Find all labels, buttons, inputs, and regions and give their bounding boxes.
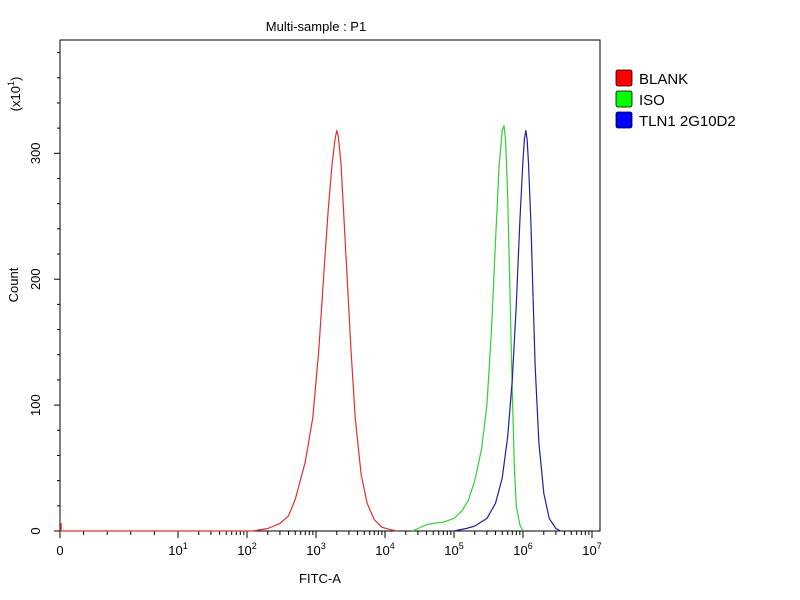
x-axis-ticks: 0 101 102 103 104 105 106 107 (56, 531, 602, 558)
x-tick-label: 104 (375, 541, 394, 558)
x-axis-label: FITC-A (299, 571, 341, 586)
x-tick-label: 101 (168, 541, 187, 558)
x-tick-label: 105 (444, 541, 463, 558)
series-line-tln1-2g10d2 (453, 130, 561, 532)
y-axis-label: Count (6, 267, 21, 302)
x-tick-label: 0 (56, 543, 63, 558)
legend: BLANK ISO TLN1 2G10D2 (615, 69, 736, 130)
plot-area-frame (59, 39, 601, 532)
legend-swatch (615, 111, 633, 129)
legend-swatch (615, 90, 633, 108)
series-line-blank (60, 130, 398, 532)
y-tick-label: 0 (28, 527, 43, 534)
x-tick-label: 107 (582, 541, 601, 558)
legend-label: TLN1 2G10D2 (639, 113, 736, 130)
x-tick-label: 103 (306, 541, 325, 558)
histogram-series (60, 124, 561, 532)
series-line-iso (412, 124, 524, 532)
y-multiplier-label: (x101) (6, 77, 23, 112)
x-tick-label: 106 (513, 541, 532, 558)
legend-label: ISO (639, 92, 665, 109)
y-tick-label: 100 (28, 394, 43, 416)
y-tick-label: 200 (28, 268, 43, 290)
y-axis-ticks: 0 100 200 300 (28, 52, 60, 535)
x-tick-label: 102 (237, 541, 256, 558)
legend-swatch (615, 69, 633, 87)
legend-label: BLANK (639, 71, 688, 88)
y-tick-label: 300 (28, 142, 43, 164)
chart-title: Multi-sample : P1 (266, 19, 366, 34)
